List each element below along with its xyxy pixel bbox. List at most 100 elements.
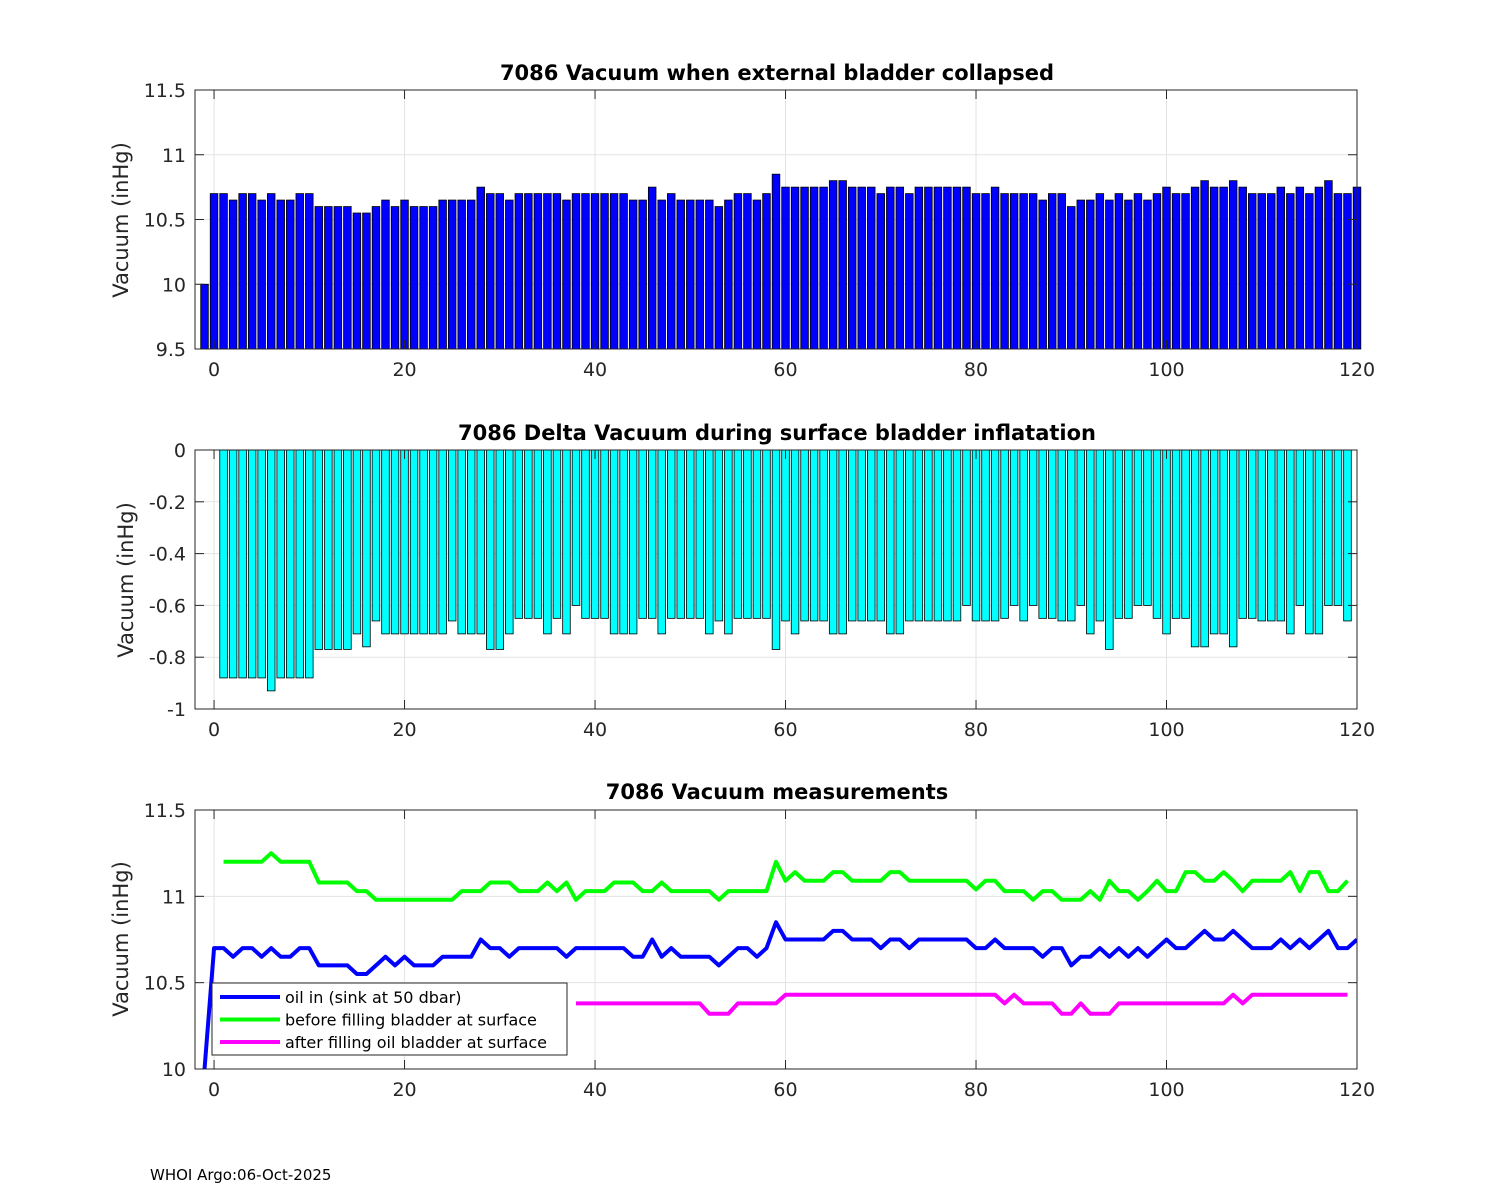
bar-delta-vacuum <box>1286 449 1295 635</box>
y-tick-label: -1 <box>167 699 186 721</box>
bar-delta-vacuum <box>990 449 1000 622</box>
y-tick-label: 10 <box>162 274 186 296</box>
bar-delta-vacuum <box>314 449 324 650</box>
bar-delta-vacuum <box>352 449 362 635</box>
bar-delta-vacuum <box>1333 449 1343 606</box>
bar-vacuum-collapsed <box>457 199 466 350</box>
bar-vacuum-collapsed <box>381 199 390 350</box>
panel-vacuum-collapsed: 0 20 40 60 80 100 120 9.5 10 10.5 11 11.5 7086 Vacu… <box>109 61 1375 381</box>
bar-vacuum-collapsed <box>1133 193 1143 350</box>
bar-vacuum-collapsed <box>1028 193 1038 350</box>
bar-delta-vacuum <box>1295 449 1305 606</box>
bar-delta-vacuum <box>886 449 895 635</box>
bar-delta-vacuum <box>257 449 266 679</box>
bar-delta-vacuum <box>1048 449 1057 619</box>
bar-vacuum-collapsed <box>1238 186 1247 350</box>
bar-vacuum-collapsed <box>676 199 685 350</box>
bar-vacuum-collapsed <box>800 186 809 350</box>
bar-delta-vacuum <box>1200 449 1209 648</box>
bar-delta-vacuum <box>943 449 952 622</box>
x-tick-label: 20 <box>392 719 416 741</box>
bar-delta-vacuum <box>1324 449 1333 606</box>
bar-delta-vacuum <box>676 449 685 619</box>
bar-delta-vacuum <box>400 449 409 635</box>
legend-label-before-filling: before filling bladder at surface <box>285 1011 537 1030</box>
bar-delta-vacuum <box>695 449 705 619</box>
bar-delta-vacuum <box>486 449 495 650</box>
bar-delta-vacuum <box>1314 449 1324 635</box>
panel-delta-vacuum: 0 20 40 60 80 100 120 -1 -0.8 -0.6 -0.4 -0.2 0 7086 … <box>114 421 1375 741</box>
bar-delta-vacuum <box>1143 449 1152 606</box>
y-tick-label: 10 <box>162 1059 186 1081</box>
bar-delta-vacuum <box>581 449 590 619</box>
bar-delta-vacuum <box>305 449 314 679</box>
bar-vacuum-collapsed <box>543 193 552 350</box>
bar-vacuum-collapsed <box>590 193 600 350</box>
bar-vacuum-collapsed <box>1009 193 1019 350</box>
bar-vacuum-collapsed <box>1067 206 1076 350</box>
y-tick-label: -0.2 <box>149 492 186 514</box>
bar-delta-vacuum <box>1209 449 1219 635</box>
bar-delta-vacuum <box>562 449 571 635</box>
legend: oil in (sink at 50 dbar) before filling b… <box>211 982 568 1056</box>
bar-delta-vacuum <box>343 449 352 650</box>
bar-delta-vacuum <box>600 449 609 619</box>
bar-delta-vacuum <box>1086 449 1095 635</box>
bar-delta-vacuum <box>438 449 447 635</box>
bar-delta-vacuum <box>733 449 743 619</box>
bar-delta-vacuum <box>495 449 505 650</box>
bar-vacuum-collapsed <box>647 186 657 350</box>
bar-vacuum-collapsed <box>1048 193 1057 350</box>
bar-vacuum-collapsed <box>1019 193 1028 350</box>
bar-vacuum-collapsed <box>638 199 647 350</box>
bar-vacuum-collapsed <box>790 186 800 350</box>
bar-delta-vacuum <box>514 449 524 619</box>
bar-delta-vacuum <box>466 449 476 635</box>
bar-delta-vacuum <box>647 449 657 619</box>
bar-vacuum-collapsed <box>933 186 943 350</box>
bar-delta-vacuum <box>667 449 676 619</box>
series-line-after-filling <box>575 992 1348 1016</box>
bar-delta-vacuum <box>1305 449 1314 635</box>
bar-vacuum-collapsed <box>990 186 1000 350</box>
bar-vacuum-collapsed <box>1000 193 1009 350</box>
bar-vacuum-collapsed <box>352 212 362 350</box>
y-tick-label: -0.8 <box>149 647 186 669</box>
bar-vacuum-collapsed <box>438 199 447 350</box>
bar-delta-vacuum <box>1190 449 1200 648</box>
bar-vacuum-collapsed <box>924 186 933 350</box>
bar-vacuum-collapsed <box>486 193 495 350</box>
bar-delta-vacuum <box>609 449 619 635</box>
bar-vacuum-collapsed <box>667 193 676 350</box>
bar-vacuum-collapsed <box>228 199 238 350</box>
chart-title-vacuum-collapsed: 7086 Vacuum when external bladder collap… <box>500 61 1054 85</box>
x-tick-label: 60 <box>773 359 797 381</box>
bar-delta-vacuum <box>781 449 790 622</box>
bar-vacuum-collapsed <box>895 186 905 350</box>
bar-delta-vacuum <box>628 449 638 635</box>
bar-vacuum-collapsed <box>533 193 543 350</box>
y-tick-label: 11.5 <box>144 80 186 102</box>
bar-vacuum-collapsed <box>514 193 524 350</box>
bar-delta-vacuum <box>219 449 228 679</box>
bar-vacuum-collapsed <box>828 180 838 350</box>
bar-delta-vacuum <box>1228 449 1238 648</box>
bar-delta-vacuum <box>1133 449 1143 606</box>
bar-vacuum-collapsed <box>505 199 514 350</box>
bar-delta-vacuum <box>1000 449 1009 619</box>
bar-vacuum-collapsed <box>695 199 705 350</box>
x-tick-label: 0 <box>208 719 220 741</box>
bar-delta-vacuum <box>743 449 752 619</box>
bar-delta-vacuum <box>1267 449 1276 622</box>
bar-vacuum-collapsed <box>657 199 666 350</box>
bar-vacuum-collapsed <box>1190 186 1200 350</box>
bar-delta-vacuum <box>847 449 857 622</box>
x-tick-label: 40 <box>583 1079 607 1101</box>
bar-delta-vacuum <box>428 449 438 635</box>
bar-vacuum-collapsed <box>857 186 866 350</box>
bar-vacuum-collapsed <box>276 199 285 350</box>
bar-delta-vacuum <box>590 449 600 619</box>
x-tick-label: 120 <box>1339 1079 1375 1101</box>
bar-delta-vacuum <box>524 449 533 619</box>
